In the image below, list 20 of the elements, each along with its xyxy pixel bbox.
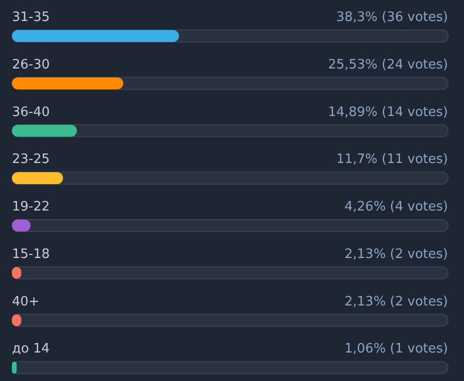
data-label: 38,3% (36 votes) (336, 10, 448, 25)
y-tick-label: 40+ (12, 294, 40, 310)
y-tick-label: 26-30 (12, 57, 50, 72)
data-label: 1,06% (1 votes) (344, 342, 448, 357)
data-label: 4,26% (4 votes) (344, 200, 448, 214)
y-tick-label: 31-35 (12, 10, 50, 25)
y-tick-label: 15-18 (12, 246, 50, 262)
bar (12, 172, 64, 184)
bar (12, 362, 17, 374)
data-label: 2,13% (2 votes) (344, 246, 448, 262)
y-tick-label: 23-25 (12, 152, 50, 168)
data-label: 25,53% (24 votes) (328, 57, 448, 72)
bar (12, 124, 77, 137)
data-label: 2,13% (2 votes) (344, 294, 448, 310)
data-label: 14,89% (14 votes) (328, 104, 448, 120)
bar (12, 77, 124, 90)
y-tick-label: 19-22 (12, 200, 50, 214)
data-label: 11,7% (11 votes) (336, 152, 448, 168)
y-tick-label: до 14 (12, 342, 50, 357)
y-tick-label: 36-40 (12, 104, 50, 120)
